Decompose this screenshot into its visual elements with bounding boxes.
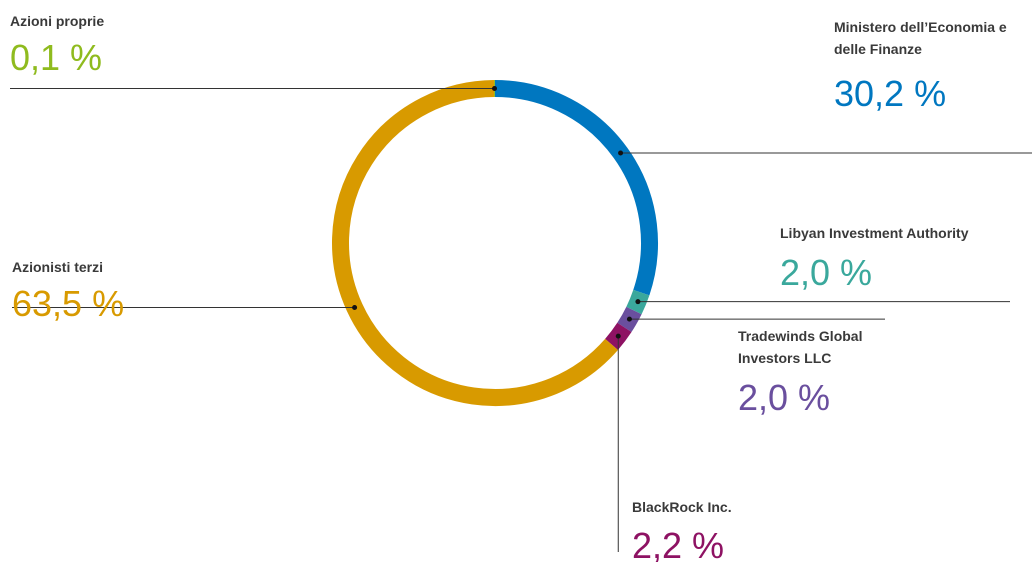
slice-label: Ministero dell’Economia e delle Finanze <box>834 19 1007 57</box>
slice-label: Azionisti terzi <box>12 259 104 275</box>
leader-dot <box>352 304 358 310</box>
value-label: 2,2 % <box>632 525 725 562</box>
value-label: 2,0 % <box>780 252 873 293</box>
slice-label: BlackRock Inc. <box>632 499 732 515</box>
leader-dot <box>492 86 498 92</box>
slice-label: Azioni proprie <box>10 13 105 29</box>
leader-dot <box>615 333 621 339</box>
value-label: 30,2 % <box>834 73 947 114</box>
donut-segment <box>494 80 658 296</box>
leader-dot <box>618 150 624 156</box>
leader-dot <box>635 299 641 305</box>
value-label: 63,5 % <box>12 283 125 324</box>
slice-label: Tradewinds Global Investors LLC <box>738 328 863 366</box>
slice-label: Libyan Investment Authority <box>780 225 969 241</box>
value-label: 0,1 % <box>10 37 103 78</box>
donut-segment <box>332 80 618 406</box>
value-label: 2,0 % <box>738 377 831 418</box>
leader-dot <box>626 316 632 322</box>
